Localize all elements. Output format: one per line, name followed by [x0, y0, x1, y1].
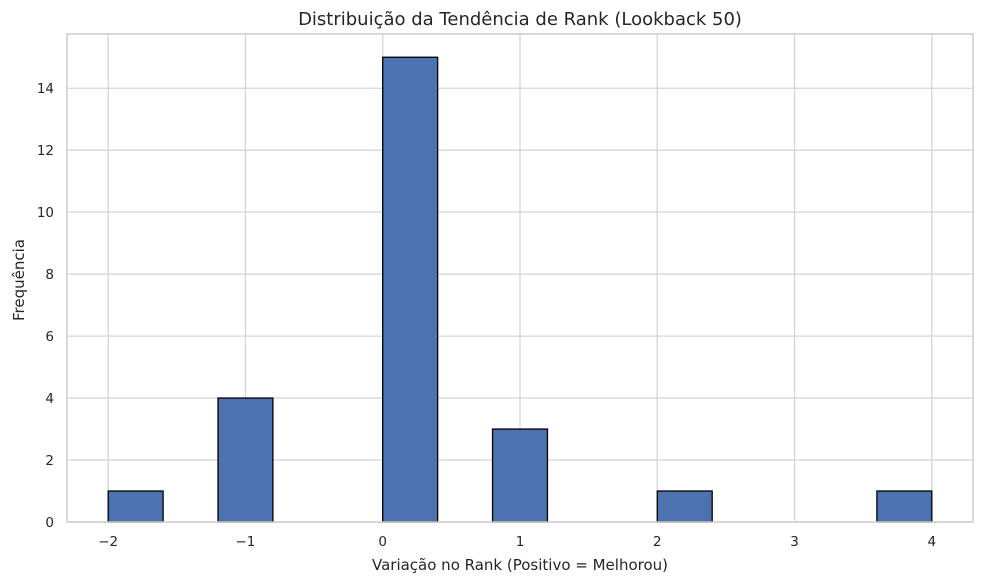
- histogram-bar: [656, 490, 713, 523]
- y-tick-label: 4: [45, 391, 54, 407]
- x-tick-label: 2: [653, 534, 662, 550]
- chart-title: Distribuição da Tendência de Rank (Lookb…: [298, 9, 742, 30]
- x-tick-label: −1: [236, 534, 256, 550]
- x-tick-label: −2: [98, 534, 118, 550]
- y-tick-labels: 0 2 4 6 8 10 12 14: [37, 81, 54, 531]
- y-tick-label: 14: [37, 81, 54, 97]
- y-tick-label: 12: [37, 143, 54, 159]
- histogram-bar: [382, 56, 439, 523]
- x-tick-label: 4: [928, 534, 937, 550]
- histogram-bar: [217, 397, 274, 523]
- grid-lines: [67, 34, 973, 523]
- y-axis-label: Frequência: [10, 239, 28, 321]
- plot-frame: [66, 33, 974, 523]
- x-tick-label: 1: [516, 534, 525, 550]
- x-tick-label: 0: [378, 534, 387, 550]
- x-axis-label: Variação no Rank (Positivo = Melhorou): [372, 556, 668, 574]
- y-tick-label: 2: [45, 453, 54, 469]
- histogram-bar: [107, 490, 164, 523]
- y-tick-label: 8: [45, 267, 54, 283]
- y-tick-label: 10: [37, 205, 54, 221]
- histogram-bars: [107, 56, 933, 523]
- x-tick-labels: −2 −1 0 1 2 3 4: [98, 534, 936, 550]
- x-tick-label: 3: [790, 534, 799, 550]
- y-tick-label: 6: [45, 329, 54, 345]
- histogram-bar: [491, 428, 549, 523]
- y-tick-label: 0: [45, 515, 54, 531]
- histogram-bar: [876, 490, 933, 523]
